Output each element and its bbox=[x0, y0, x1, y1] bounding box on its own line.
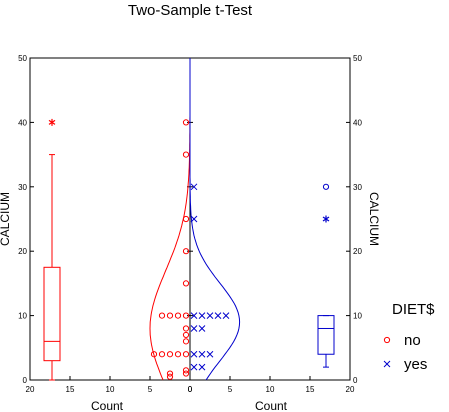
point-no bbox=[182, 331, 190, 339]
point-no bbox=[182, 338, 190, 345]
point-no bbox=[182, 119, 190, 126]
point-yes bbox=[198, 363, 206, 371]
x-axis-title-left: Count bbox=[91, 399, 124, 412]
y-axis-title-left: CALCIUM bbox=[0, 192, 12, 246]
density-curve-no bbox=[149, 58, 191, 381]
point-no bbox=[182, 151, 190, 158]
point-yes bbox=[198, 312, 206, 319]
legend-title: DIET$ bbox=[392, 301, 435, 318]
point-no bbox=[158, 351, 166, 358]
point-no bbox=[166, 312, 174, 319]
point-no bbox=[174, 351, 182, 358]
point-yes bbox=[198, 325, 206, 332]
point-yes bbox=[206, 350, 214, 358]
x-tick-label-right: 10 bbox=[266, 385, 275, 394]
legend-marker-yes bbox=[383, 360, 391, 368]
dot-points bbox=[150, 119, 230, 380]
y-axis-title-right: CALCIUM bbox=[367, 192, 381, 246]
y-tick-label-right: 20 bbox=[353, 247, 362, 256]
y-tick-label-right: 50 bbox=[353, 54, 362, 63]
box-yes bbox=[317, 315, 335, 355]
y-tick-label-right: 0 bbox=[353, 376, 358, 385]
point-yes bbox=[198, 350, 206, 358]
point-yes bbox=[190, 350, 198, 358]
boxplot-yes bbox=[317, 315, 335, 368]
density-curves bbox=[149, 58, 241, 381]
x-axis-title-right: Count bbox=[255, 399, 288, 412]
x-tick-label-left: 15 bbox=[66, 385, 75, 394]
x-tick-label-left: 20 bbox=[26, 385, 35, 394]
y-tick-label-left: 50 bbox=[18, 54, 27, 63]
boxplot-no bbox=[43, 154, 61, 381]
point-no bbox=[182, 367, 190, 374]
y-tick-label-right: 30 bbox=[353, 183, 362, 192]
outlier-yes bbox=[322, 215, 330, 223]
point-no bbox=[182, 370, 190, 377]
outlier-no bbox=[48, 118, 56, 126]
point-no bbox=[182, 325, 190, 332]
point-no bbox=[182, 248, 190, 255]
outlier-yes bbox=[322, 183, 330, 190]
point-yes bbox=[222, 312, 230, 319]
point-yes bbox=[214, 312, 222, 319]
x-tick-label-left: 10 bbox=[106, 385, 115, 394]
point-no bbox=[174, 312, 182, 319]
y-tick-label-right: 40 bbox=[353, 118, 362, 127]
box-no bbox=[43, 266, 61, 362]
x-tick-label-right: 0 bbox=[188, 385, 193, 394]
boxplots bbox=[43, 118, 335, 381]
point-no bbox=[182, 312, 190, 319]
y-tick-label-left: 10 bbox=[18, 312, 27, 321]
point-no bbox=[166, 351, 174, 358]
point-no bbox=[182, 280, 190, 287]
point-yes bbox=[190, 183, 198, 191]
chart-title: Two-Sample t-Test bbox=[128, 2, 253, 19]
x-tick-label-left: 5 bbox=[148, 385, 153, 394]
density-curve-yes bbox=[189, 58, 241, 381]
y-tick-label-left: 30 bbox=[18, 183, 27, 192]
point-no bbox=[158, 312, 166, 319]
point-no bbox=[150, 351, 158, 358]
legend-label-no: no bbox=[404, 332, 421, 349]
x-axes: 20 15 10 5 0 0 5 10 15 20 bbox=[26, 376, 355, 394]
legend-marker-no bbox=[383, 336, 391, 344]
legend: DIET$ no yes bbox=[383, 301, 435, 373]
point-yes bbox=[190, 325, 198, 332]
y-tick-label-left: 40 bbox=[18, 118, 27, 127]
y-tick-label-left: 20 bbox=[18, 247, 27, 256]
legend-label-yes: yes bbox=[404, 356, 427, 373]
x-tick-label-right: 15 bbox=[306, 385, 315, 394]
point-no bbox=[182, 351, 190, 358]
x-tick-label-right: 5 bbox=[228, 385, 233, 394]
point-no bbox=[182, 215, 190, 223]
point-yes bbox=[206, 312, 214, 319]
y-tick-label-left: 0 bbox=[23, 376, 28, 385]
point-no bbox=[166, 373, 174, 380]
x-tick-label-right: 20 bbox=[346, 385, 355, 394]
point-yes bbox=[190, 312, 198, 319]
y-tick-label-right: 10 bbox=[353, 312, 362, 321]
point-yes bbox=[190, 363, 198, 371]
legend-entries: no yes bbox=[383, 332, 427, 373]
point-no bbox=[166, 370, 174, 377]
x-tick-label-left: 0 bbox=[188, 385, 193, 394]
point-yes bbox=[190, 215, 198, 223]
